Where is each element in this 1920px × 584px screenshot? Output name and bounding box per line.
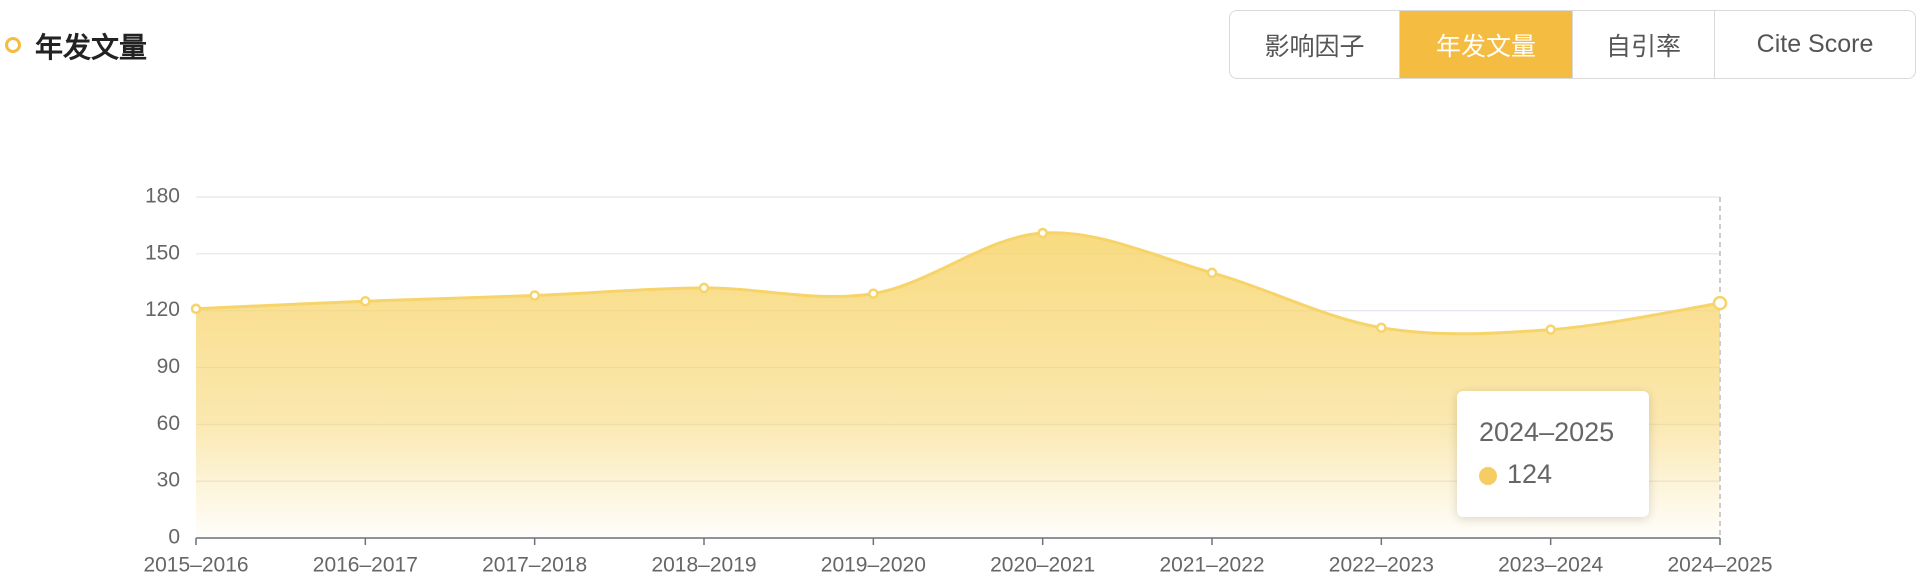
x-tick-label: 2023–2024 (1498, 554, 1603, 577)
y-tick-label: 180 (145, 185, 180, 208)
x-tick-label: 2024–2025 (1667, 554, 1772, 577)
point (1037, 227, 1048, 239)
x-tick-label: 2016–2017 (313, 554, 418, 577)
x-tick-label: 2021–2022 (1159, 554, 1264, 577)
area (196, 232, 1720, 538)
point (868, 288, 879, 299)
x-tick-label: 2018–2019 (651, 554, 756, 577)
line (195, 231, 1721, 336)
point (1545, 324, 1556, 335)
tooltip-swatch (1479, 467, 1497, 485)
section-title: 年发文量 (35, 32, 148, 63)
y-tick-label: 60 (157, 412, 180, 435)
point (360, 295, 371, 307)
y-tick-label: 30 (157, 469, 180, 492)
y-tick-label: 120 (145, 298, 180, 321)
tab[interactable]: 自引率 (1573, 11, 1715, 78)
x-tick-label: 2015–2016 (143, 554, 248, 577)
y-tick-label: 0 (168, 526, 180, 549)
tooltip-category: 2024–2025 (1479, 417, 1615, 447)
point (1712, 295, 1728, 311)
y-tick-label: 90 (157, 355, 180, 378)
y-tick-label: 150 (145, 241, 180, 264)
x-tick-label: 2017–2018 (482, 554, 587, 577)
tab[interactable]: 年发文量 (1400, 11, 1573, 78)
x-tick-label: 2020–2021 (990, 554, 1095, 577)
tooltip-value: 124 (1507, 459, 1553, 489)
point (190, 303, 202, 315)
point (529, 290, 540, 301)
tab[interactable]: 影响因子 (1230, 11, 1400, 78)
point (1206, 267, 1218, 279)
title-icon (5, 37, 21, 53)
tooltip: 2024–2025 124 (1457, 391, 1649, 517)
point (1376, 322, 1387, 333)
x-tick-label: 2022–2023 (1329, 554, 1434, 577)
tab[interactable]: Cite Score (1756, 30, 1874, 58)
tab-bar: 影响因子 年发文量 自引率 Cite Score (1229, 10, 1916, 79)
x-tick-label: 2019–2020 (821, 554, 926, 577)
point (698, 282, 710, 294)
